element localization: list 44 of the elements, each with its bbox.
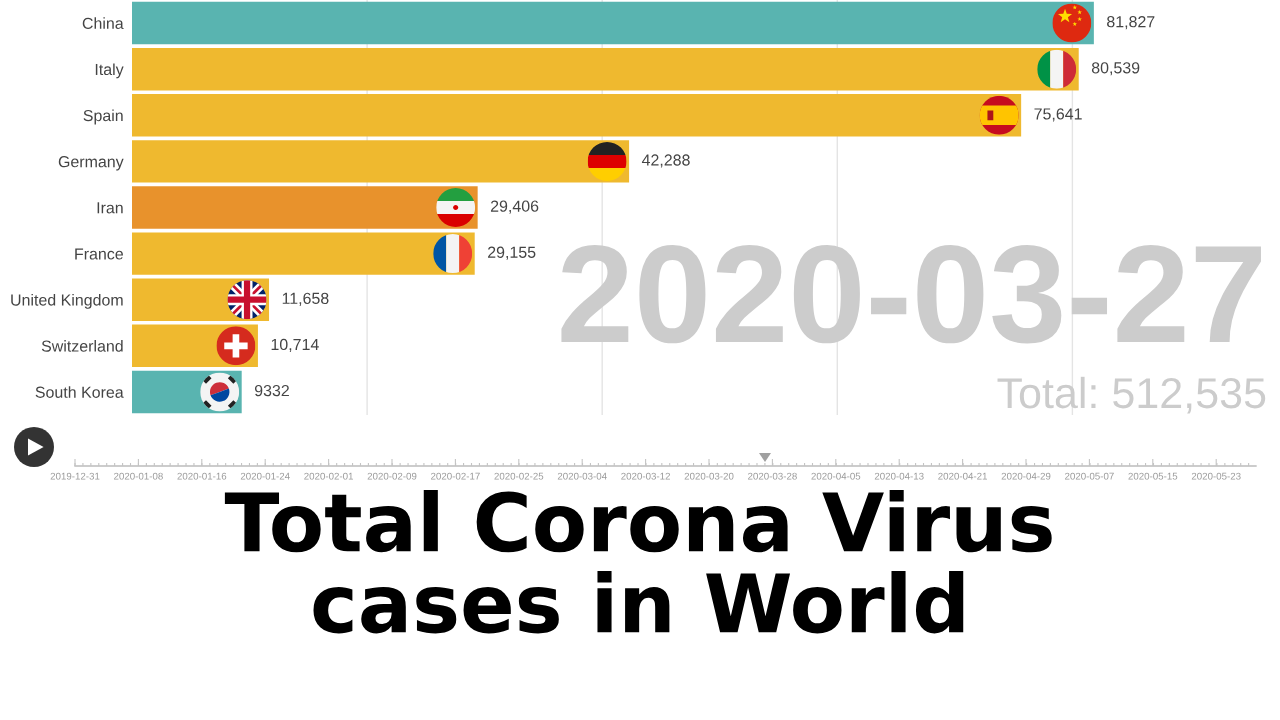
data-label: 80,539 (1091, 62, 1140, 76)
data-label: 29,406 (490, 200, 539, 214)
bar (132, 94, 1022, 137)
data-label: 11,658 (282, 292, 329, 306)
text: 2020-04-21 (938, 472, 987, 480)
y-tick-label: Iran (97, 202, 123, 214)
text: 2020-03-28 (748, 472, 797, 480)
text: 2020-04-05 (811, 472, 861, 480)
text: 2020-02-17 (431, 472, 480, 480)
text: 2020-02-09 (367, 472, 417, 480)
text: 2020-04-29 (1001, 472, 1051, 480)
y-tick-label: Italy (95, 63, 124, 79)
text: 2020-02-25 (494, 472, 544, 480)
text: 2020-05-15 (1128, 472, 1178, 480)
text: 2020-05-07 (1065, 472, 1114, 480)
text: 2020-05-23 (1191, 472, 1241, 480)
text: 2020-03-04 (557, 472, 607, 480)
y-tick-label: France (75, 248, 123, 260)
bar (132, 186, 478, 229)
data-label: 75,641 (1034, 108, 1082, 122)
data-label: 42,288 (641, 154, 690, 168)
text: 2020-01-24 (240, 472, 290, 480)
data-label: 9332 (254, 384, 289, 397)
text: 2020-03-20 (684, 472, 734, 480)
y-tick-label: South Korea (35, 386, 124, 398)
data-label: 10,714 (271, 338, 319, 353)
text: Total Corona Virus cases in World (224, 490, 1052, 634)
text: 2020-01-08 (114, 472, 163, 480)
bar (132, 47, 1079, 91)
text: 2020-04-13 (874, 472, 924, 480)
text: 2020-03-12 (621, 472, 670, 480)
bar (132, 232, 475, 275)
text: 2020-02-01 (304, 472, 353, 480)
y-tick-label: Germany (58, 156, 124, 171)
y-tick-label: China (82, 17, 124, 29)
bar (132, 140, 630, 183)
bar (132, 1, 1094, 45)
y-tick-label: Spain (83, 109, 123, 125)
text: 2019-12-31 (50, 472, 100, 480)
text: 2020-01-16 (177, 472, 227, 480)
y-tick-label: Switzerland (41, 340, 123, 352)
y-tick-label: United Kingdom (11, 293, 123, 309)
data-label: 81,827 (1107, 16, 1155, 30)
data-label: 29,155 (488, 246, 536, 260)
